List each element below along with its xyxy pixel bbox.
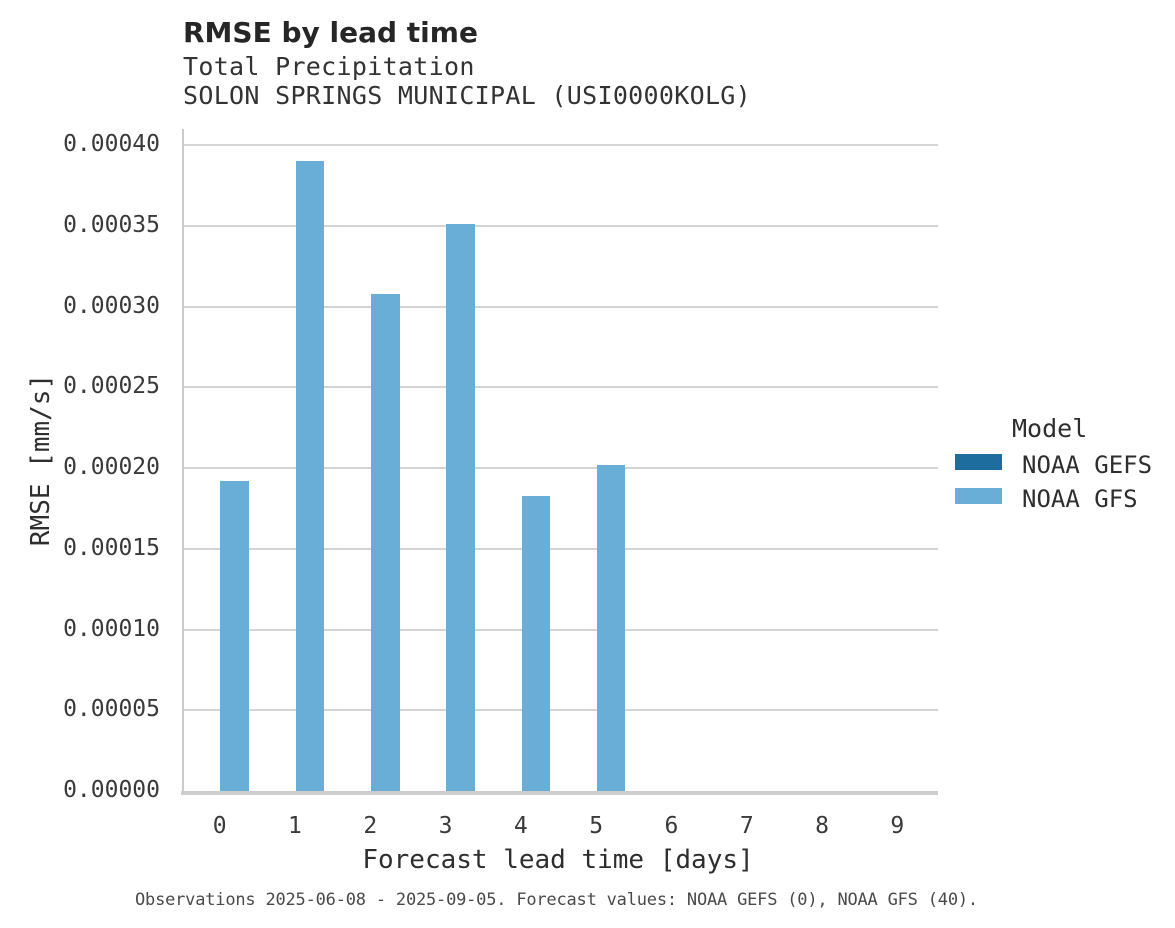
x-tick-label: 7 (739, 813, 754, 839)
x-tick-label: 2 (363, 813, 378, 839)
y-axis-spine (182, 129, 184, 795)
chart-subtitle-station: SOLON SPRINGS MUNICIPAL (USI0000KOLG) (183, 81, 751, 110)
x-tick-label: 1 (288, 813, 302, 839)
y-tick-label: 0.00030 (63, 292, 160, 319)
legend-label: NOAA GFS (1022, 485, 1138, 513)
gridline-0.00010 (183, 628, 938, 631)
chart-title: RMSE by lead time (183, 16, 478, 49)
y-tick-label: 0.00020 (63, 454, 160, 481)
legend-swatch (955, 454, 1002, 470)
bar-noaa-gfs-lead-0 (220, 480, 249, 791)
x-tick-label: 8 (815, 813, 829, 839)
gridline-0.00020 (183, 467, 938, 470)
gridline-0.00040 (183, 144, 938, 147)
x-axis-label: Forecast lead time [days] (362, 845, 754, 875)
x-tick-label: 6 (664, 813, 679, 839)
bar-noaa-gfs-lead-5 (596, 464, 626, 791)
y-tick-label: 0.00015 (63, 534, 160, 561)
gridline-0.00030 (183, 305, 938, 308)
x-tick-label: 5 (589, 813, 604, 839)
gridline-0.00035 (183, 224, 938, 227)
bar-noaa-gfs-lead-3 (446, 224, 475, 791)
x-tick-label: 3 (438, 813, 453, 839)
y-tick-label: 0.00005 (63, 696, 160, 723)
gridline-0.00015 (183, 547, 938, 550)
y-tick-label: 0.00025 (63, 373, 160, 400)
bar-noaa-gfs-lead-1 (295, 161, 325, 791)
chart-subtitle-variable: Total Precipitation (183, 52, 475, 81)
bar-noaa-gfs-lead-2 (371, 293, 400, 791)
y-tick-label: 0.00035 (63, 211, 160, 238)
legend-label: NOAA GEFS (1022, 451, 1153, 479)
x-axis-spine (181, 791, 938, 795)
x-tick-label: 9 (890, 813, 905, 839)
x-tick-label: 0 (212, 813, 227, 839)
y-axis-label: RMSE [mm/s] (26, 373, 56, 547)
caption: Observations 2025-06-08 - 2025-09-05. Fo… (135, 890, 978, 910)
x-tick-label: 4 (513, 813, 528, 839)
y-tick-label: 0.00040 (63, 131, 160, 158)
y-tick-label: 0.00000 (63, 777, 160, 803)
y-tick-label: 0.00010 (63, 615, 160, 642)
legend-swatch (955, 488, 1002, 504)
bar-noaa-gfs-lead-4 (521, 495, 551, 791)
gridline-0.00005 (183, 709, 938, 712)
legend-title: Model (1012, 414, 1088, 443)
gridline-0.00025 (183, 386, 938, 389)
